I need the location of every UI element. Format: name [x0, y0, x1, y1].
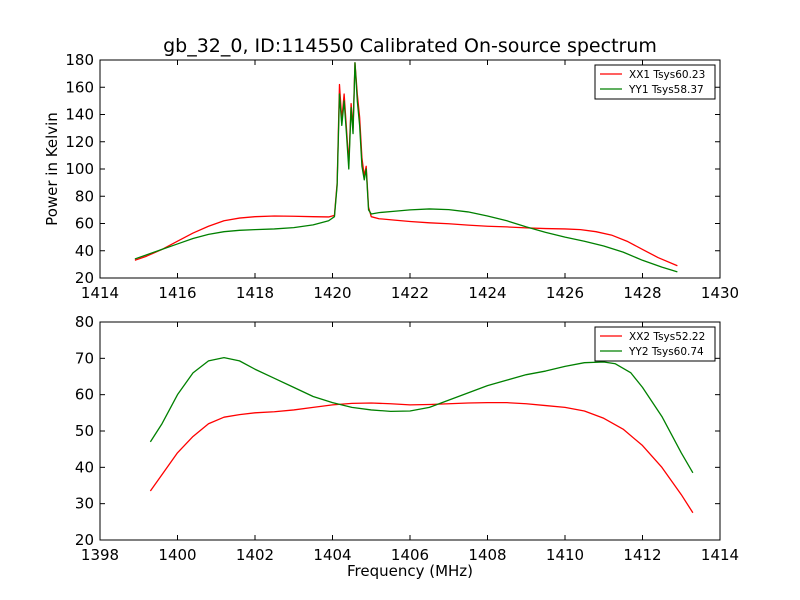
y-tick-label: 120	[65, 133, 94, 151]
y-tick-label: 20	[75, 269, 94, 287]
legend: XX1 Tsys60.23 YY1 Tsys58.37	[594, 64, 716, 100]
y-tick-label: 40	[75, 242, 94, 260]
x-tick-label: 1408	[468, 546, 506, 564]
y-tick-label: 30	[75, 495, 94, 513]
y-tick-label: 40	[75, 458, 94, 476]
y-tick-label: 140	[65, 106, 94, 124]
y-axis-label: Power in Kelvin	[43, 112, 61, 226]
x-tick-label: 1430	[701, 284, 739, 302]
x-tick-label: 1398	[81, 546, 119, 564]
x-tick-label: 1426	[546, 284, 584, 302]
y-tick-label: 80	[75, 187, 94, 205]
y-tick-label: 70	[75, 349, 94, 367]
legend-entry-label: XX1 Tsys60.23	[629, 69, 705, 81]
y-tick-label: 60	[75, 215, 94, 233]
y-tick-label: 180	[65, 51, 94, 69]
x-tick-label: 1414	[81, 284, 119, 302]
legend-entry-label: YY2 Tsys60.74	[628, 346, 704, 358]
y-tick-label: 20	[75, 531, 94, 549]
x-tick-label: 1402	[236, 546, 274, 564]
y-tick-label: 100	[65, 160, 94, 178]
x-tick-label: 1406	[391, 546, 429, 564]
x-tick-label: 1410	[546, 546, 584, 564]
x-tick-label: 1400	[158, 546, 196, 564]
series-line-xx	[134, 62, 678, 267]
legend-entry-label: YY1 Tsys58.37	[628, 84, 704, 96]
x-tick-label: 1414	[701, 546, 739, 564]
x-tick-label: 1424	[468, 284, 506, 302]
series-lines	[134, 62, 678, 273]
x-tick-label: 1422	[391, 284, 429, 302]
legend-box	[594, 64, 716, 100]
series-line-xx	[149, 402, 694, 514]
x-tick-label: 1412	[623, 546, 661, 564]
y-tick-label: 160	[65, 78, 94, 96]
chart-title: gb_32_0, ID:114550 Calibrated On-source …	[163, 35, 657, 57]
x-tick-label: 1404	[313, 546, 351, 564]
y-tick-label: 80	[75, 313, 94, 331]
x-tick-label: 1416	[158, 284, 196, 302]
x-tick-label: 1428	[623, 284, 661, 302]
legend-entry-label: XX2 Tsys52.22	[629, 331, 705, 343]
top-spectrum-plot: 1414 1416 1418 1420 1422 1424 1426 1428 1430 20 40…	[43, 35, 739, 302]
y-tick-label: 60	[75, 386, 94, 404]
bottom-spectrum-plot: 1398 1400 1402 1404 1406 1408 1410 1412 1414 20 30…	[75, 313, 739, 580]
legend-box	[594, 326, 716, 362]
legend: XX2 Tsys52.22 YY2 Tsys60.74	[594, 326, 716, 362]
x-axis-label: Frequency (MHz)	[347, 562, 473, 580]
x-tick-label: 1418	[236, 284, 274, 302]
series-lines	[149, 356, 694, 514]
series-line-yy	[134, 62, 678, 273]
y-tick-label: 50	[75, 422, 94, 440]
x-tick-label: 1420	[313, 284, 351, 302]
series-line-yy	[149, 356, 694, 474]
